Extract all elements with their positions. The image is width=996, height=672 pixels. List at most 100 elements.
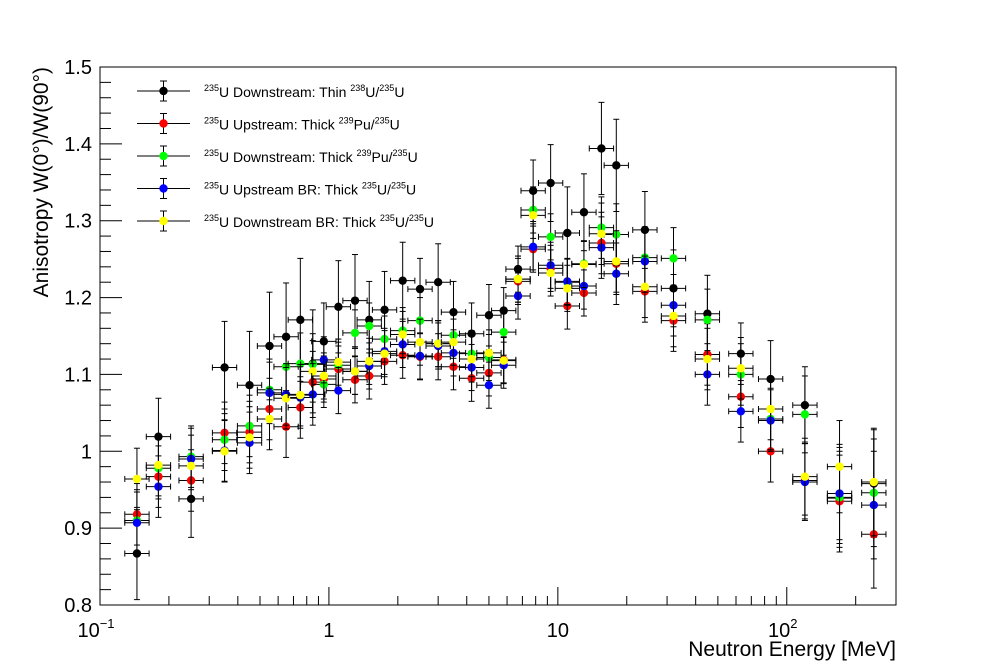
data-point (154, 460, 163, 470)
x-tick-label: 102 (768, 616, 797, 642)
legend-marker (159, 151, 168, 161)
legend-text-part: U/ (377, 182, 391, 198)
legend-superscript: 235 (204, 83, 219, 93)
data-point (484, 348, 494, 358)
x-axis-title: Neutron Energy [MeV] (688, 638, 896, 661)
legend-superscript: 239 (339, 116, 354, 126)
data-point (350, 296, 360, 305)
y-tick-label: 0.8 (64, 595, 92, 617)
y-axis-title: Anisotropy W(0°)/W(90°) (30, 67, 53, 297)
data-point (640, 282, 650, 292)
y-tick-label: 1.5 (64, 57, 92, 79)
legend-entry-1: 235U Downstream: Thin 238U/235U (137, 80, 404, 102)
data-point (220, 363, 229, 372)
legend-superscript: 235 (204, 148, 219, 158)
data-point (835, 462, 844, 471)
data-point (563, 228, 572, 238)
data-point (579, 208, 589, 217)
x-tick-exponent: −1 (100, 616, 115, 631)
x-tick-base: 10 (77, 620, 99, 642)
data-point (736, 407, 746, 416)
data-point (245, 433, 254, 442)
legend-superscript: 235 (204, 181, 219, 191)
data-point (597, 144, 606, 153)
data-point (308, 367, 317, 376)
x-tick-label: 1 (323, 620, 334, 642)
legend-marker (159, 184, 168, 193)
data-point (296, 315, 305, 325)
legend-text-part: U (406, 182, 416, 198)
data-point (499, 356, 508, 365)
data-point (513, 274, 523, 284)
data-point (415, 284, 425, 294)
legend-marker (159, 119, 168, 128)
data-point (449, 337, 458, 347)
legend-superscript: 235 (362, 181, 377, 191)
data-point (334, 302, 343, 311)
legend-marker (159, 216, 168, 226)
data-point (736, 364, 746, 373)
y-tick-label: 1.3 (64, 211, 92, 233)
series-5 (124, 191, 887, 537)
data-point (546, 178, 555, 188)
legend-label: 235U Downstream: Thin 238U/235U (204, 83, 404, 100)
data-point (467, 354, 476, 364)
data-point (528, 242, 538, 252)
y-tick-label: 1.4 (64, 134, 92, 156)
data-point (766, 404, 775, 414)
legend-superscript: 238 (350, 83, 365, 93)
data-point (579, 260, 589, 269)
data-point (546, 232, 555, 242)
data-point (132, 518, 142, 527)
data-point (334, 357, 343, 367)
data-point (245, 380, 254, 390)
legend-text-part: U (424, 214, 434, 230)
data-point (334, 386, 343, 395)
y-tick-label: 1.1 (64, 364, 92, 386)
data-point (528, 211, 538, 220)
data-point (563, 284, 572, 293)
data-point (398, 276, 407, 285)
data-point (265, 414, 274, 424)
data-point (265, 341, 274, 351)
legend-superscript: 235 (375, 116, 390, 126)
legend-text-part: Pu/ (354, 117, 375, 133)
data-point (433, 278, 443, 287)
legend-superscript: 235 (379, 83, 394, 93)
data-point (132, 474, 142, 484)
data-point (350, 367, 360, 376)
data-point (296, 390, 305, 400)
data-point (597, 229, 606, 238)
data-point (380, 305, 389, 315)
x-tick-base: 10 (768, 620, 790, 642)
legend-superscript: 235 (409, 213, 424, 223)
legend-text-part: U/ (395, 214, 409, 230)
data-point (365, 357, 374, 366)
data-point (869, 477, 879, 487)
data-point (612, 257, 621, 266)
data-point (703, 354, 712, 364)
legend-text-part: U (394, 84, 404, 100)
legend-text-part: U (390, 117, 400, 133)
data-point (669, 311, 678, 321)
y-tick-label: 1 (81, 441, 92, 463)
legend-marker (159, 86, 168, 96)
data-point (484, 311, 494, 320)
data-point (380, 349, 389, 358)
legend-superscript: 235 (393, 148, 408, 158)
data-point (398, 330, 407, 339)
legend-label: 235U Upstream BR: Thick 235U/235U (204, 181, 416, 198)
legend-superscript: 239 (356, 148, 371, 158)
data-point (800, 410, 810, 419)
legend-text-part: U Upstream BR: Thick (219, 182, 362, 198)
data-point (433, 339, 443, 348)
legend-text-part: U/ (365, 84, 379, 100)
series-2 (124, 211, 887, 589)
data-point (800, 472, 810, 481)
data-point (415, 337, 425, 347)
x-tick-label: 10 (547, 620, 569, 642)
data-point (319, 371, 329, 381)
legend-superscript: 235 (391, 181, 406, 191)
